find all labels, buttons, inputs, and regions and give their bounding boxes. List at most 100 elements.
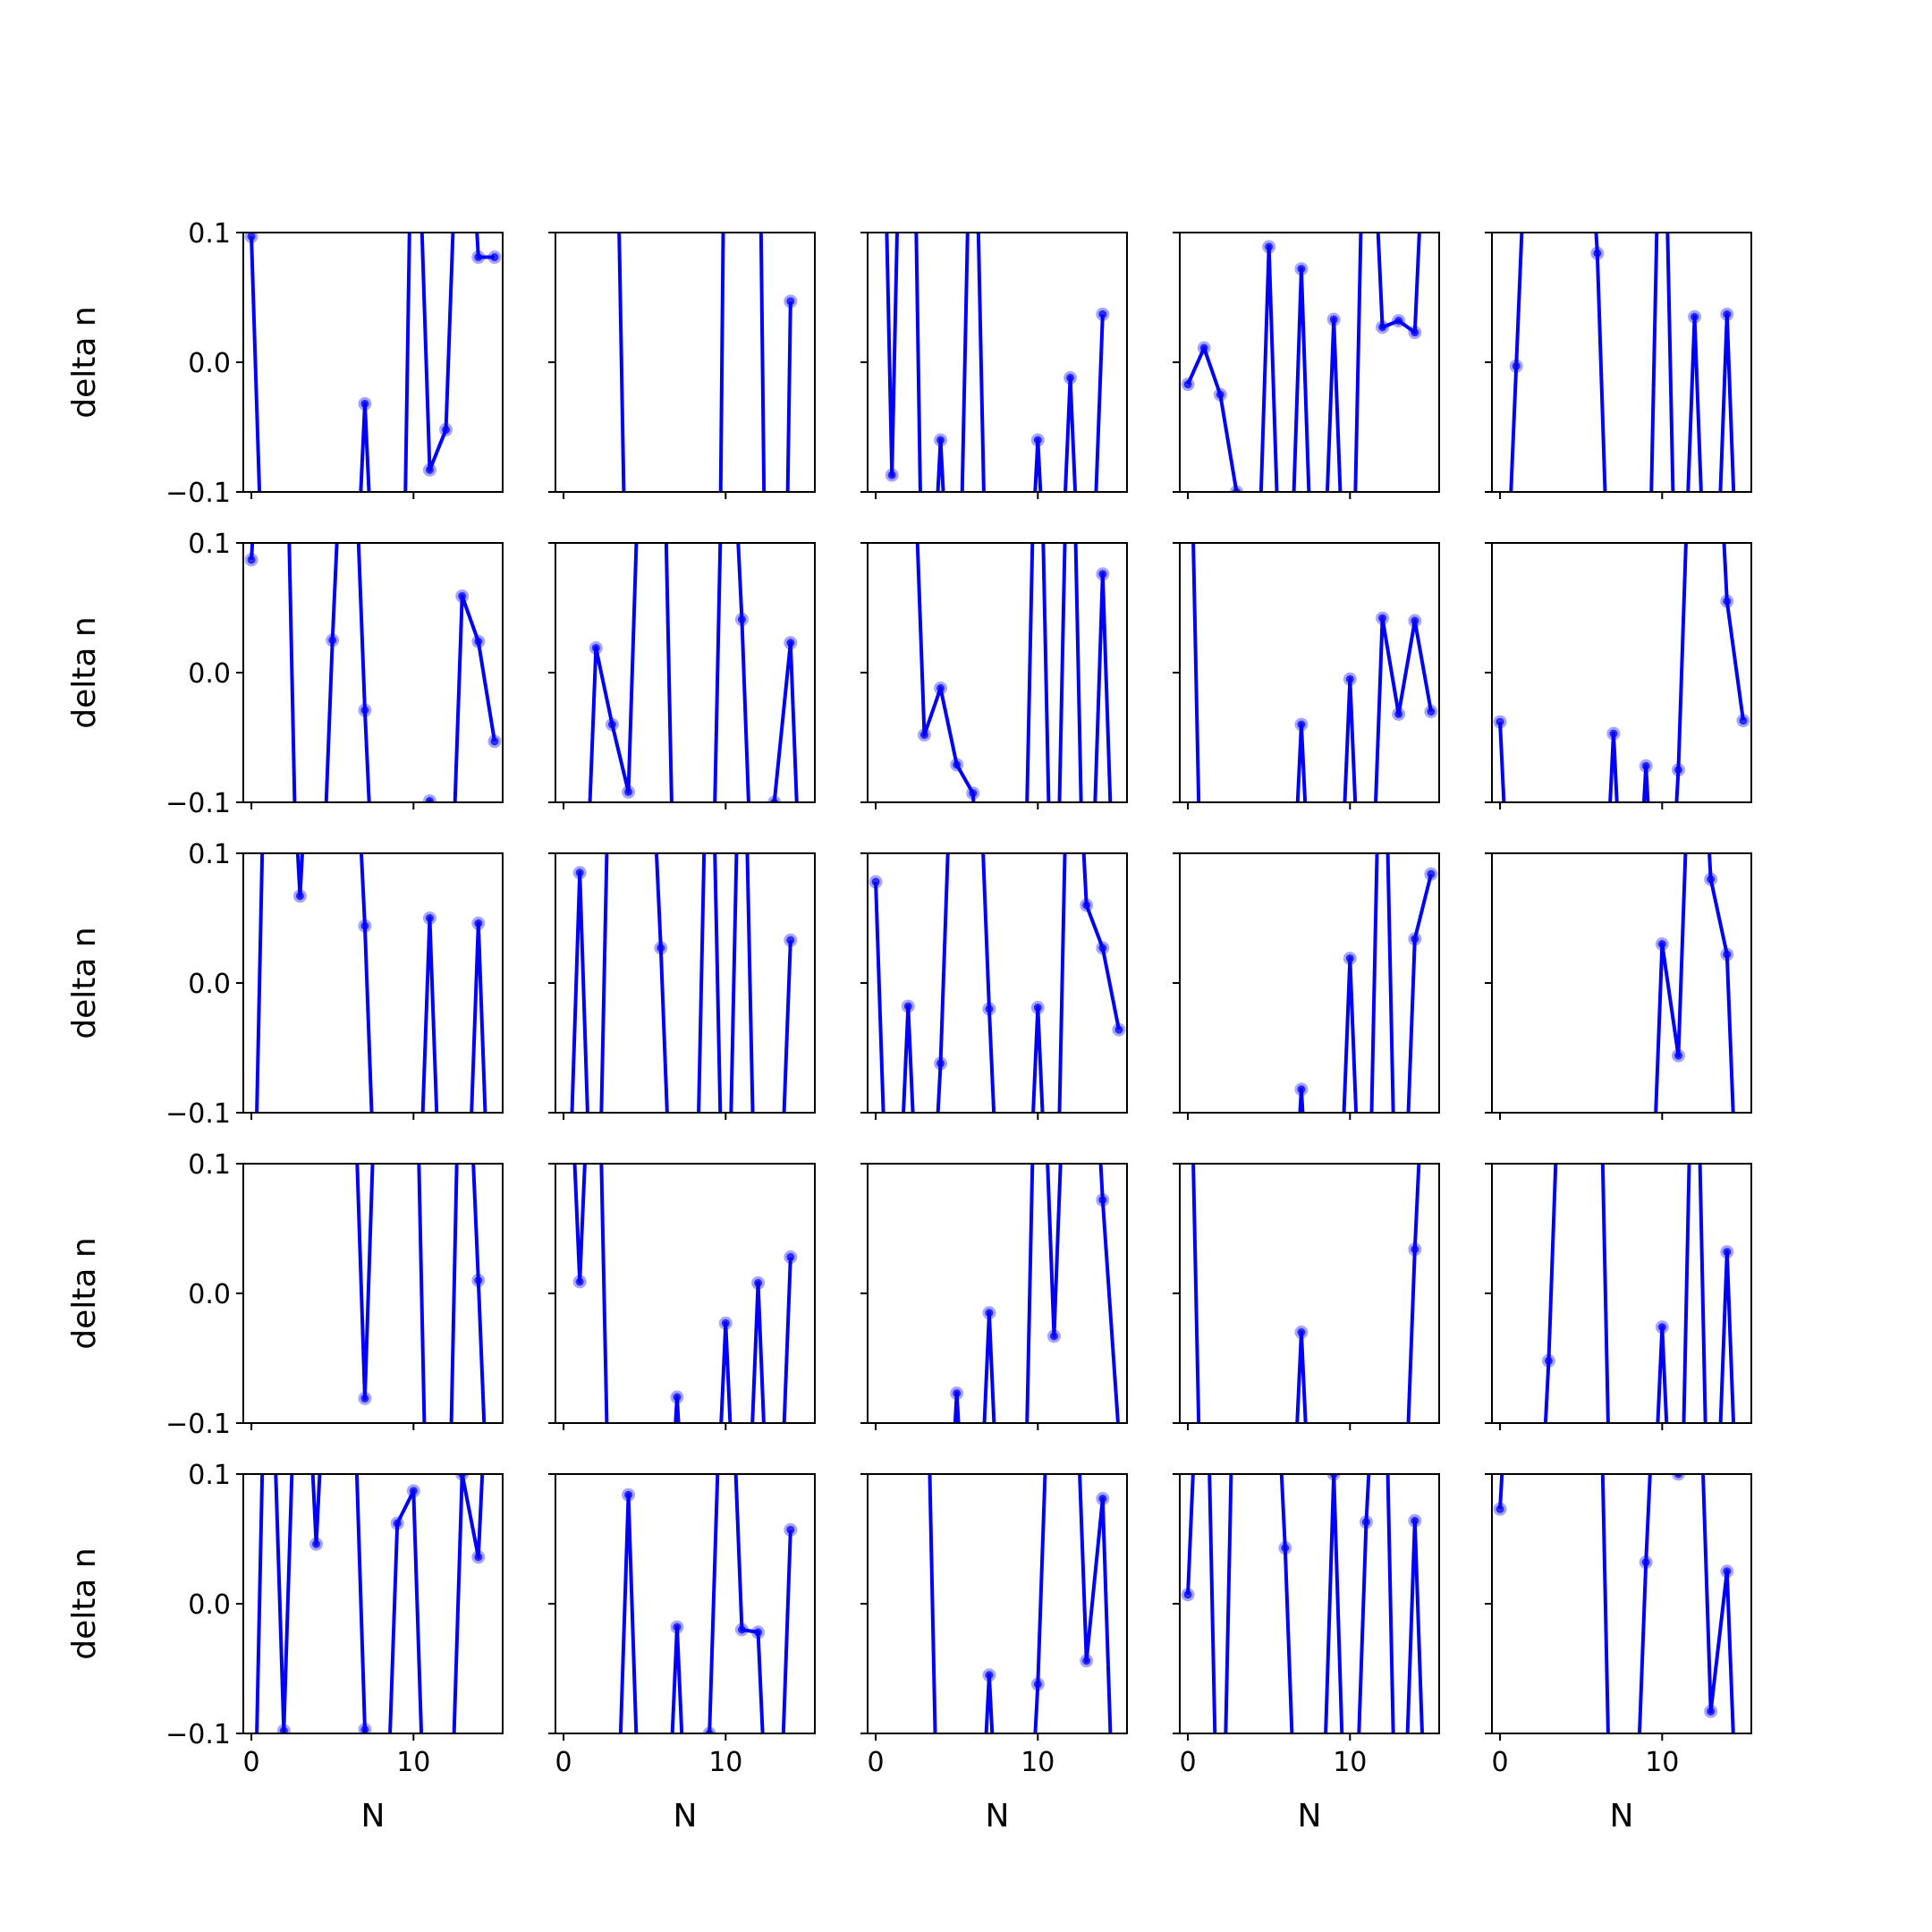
data-point: [784, 1522, 798, 1537]
y-tick-label: 0.1: [188, 1460, 231, 1491]
data-point: [784, 636, 798, 650]
y-tick-label: 0.1: [188, 529, 231, 560]
x-axis-label: N: [361, 1798, 386, 1835]
axes-frame: [1179, 852, 1440, 1114]
data-point: [1066, 590, 1074, 598]
data-point: [1639, 1555, 1653, 1570]
data-point: [344, 901, 352, 909]
x-tick-label: 10: [1645, 1747, 1679, 1778]
data-point: [328, 901, 336, 909]
data-point: [490, 1211, 498, 1219]
data-point: [1213, 387, 1227, 402]
data-point: [296, 1058, 304, 1066]
data-point: [410, 1058, 418, 1066]
axes-frame: [1179, 542, 1440, 803]
data-point: [1577, 1211, 1585, 1219]
data-point: [622, 1487, 636, 1502]
data-point: [1690, 1211, 1699, 1219]
data-point: [1281, 1368, 1289, 1377]
data-point: [657, 748, 665, 756]
data-point: [326, 633, 340, 648]
data-point: [487, 250, 502, 265]
data-point: [1394, 1679, 1402, 1687]
data-point: [344, 748, 352, 756]
data-point: [358, 1391, 372, 1405]
data-point: [1541, 1353, 1555, 1368]
data-point: [264, 280, 272, 288]
x-axis-label: N: [674, 1798, 698, 1835]
y-tick-label: −0.1: [165, 1719, 231, 1750]
data-point: [904, 280, 912, 288]
data-point: [394, 1058, 402, 1066]
data-point: [328, 1211, 336, 1219]
data-point: [377, 1058, 386, 1066]
data-point: [1082, 1058, 1090, 1066]
data-point: [1408, 1242, 1422, 1257]
data-point: [280, 748, 288, 756]
data-point: [1394, 1368, 1402, 1377]
data-point: [1493, 1502, 1507, 1516]
data-point: [1720, 1245, 1734, 1259]
y-tick-label: 0.0: [188, 969, 231, 1000]
data-point: [1096, 307, 1110, 321]
data-line: [915, 543, 1113, 802]
data-point: [751, 1275, 766, 1290]
data-point: [1314, 1058, 1322, 1066]
data-line: [1191, 543, 1433, 802]
data-point: [471, 1274, 486, 1287]
data-point: [422, 911, 436, 925]
data-point: [1330, 1368, 1338, 1377]
data-point: [439, 422, 453, 436]
data-point: [1181, 377, 1195, 392]
data-point: [1378, 590, 1386, 598]
data-point: [1330, 1679, 1338, 1687]
data-point: [312, 590, 320, 598]
data-point: [1359, 1515, 1373, 1530]
data-point: [1096, 941, 1110, 955]
data-point: [1606, 726, 1621, 741]
data-point: [654, 941, 668, 955]
data-point: [706, 1058, 714, 1066]
data-point: [1609, 1368, 1617, 1377]
data-point: [1030, 1677, 1045, 1691]
axes-frame: [867, 232, 1128, 493]
axes-frame: [1491, 232, 1752, 493]
data-line: [588, 543, 799, 802]
data-point: [1427, 901, 1435, 909]
data-point: [751, 1625, 766, 1640]
data-point: [624, 1679, 632, 1687]
data-point: [1343, 672, 1357, 686]
data-point: [1513, 1679, 1521, 1687]
data-point: [706, 590, 714, 598]
x-tick-label: 0: [1180, 1747, 1197, 1778]
data-point: [1609, 1679, 1617, 1687]
data-point: [458, 1368, 466, 1377]
y-axis-label: delta n: [66, 616, 103, 728]
data-point: [1200, 1058, 1208, 1066]
axes-frame: [555, 1473, 816, 1734]
y-tick-label: −0.1: [165, 1409, 231, 1440]
data-point: [1063, 370, 1078, 385]
data-point: [410, 1368, 418, 1377]
data-point: [344, 280, 352, 288]
data-point: [1249, 1368, 1257, 1377]
data-point: [1593, 1211, 1601, 1219]
data-point: [406, 1484, 420, 1498]
data-point: [1030, 1001, 1045, 1015]
axes-frame: [867, 1473, 1128, 1734]
data-point: [1392, 314, 1406, 328]
data-line: [1654, 853, 1735, 1113]
data-point: [1034, 901, 1042, 909]
data-point: [592, 901, 600, 909]
data-point: [280, 280, 288, 288]
data-point: [1704, 872, 1718, 886]
x-axis-label: N: [1298, 1798, 1322, 1835]
data-point: [1216, 1368, 1224, 1377]
data-line: [1298, 853, 1433, 1113]
data-point: [1184, 1368, 1192, 1377]
x-tick-label: 10: [708, 1747, 742, 1778]
data-point: [1262, 240, 1276, 254]
data-point: [358, 396, 372, 411]
data-point: [738, 1679, 746, 1687]
data-point: [1233, 1058, 1241, 1066]
